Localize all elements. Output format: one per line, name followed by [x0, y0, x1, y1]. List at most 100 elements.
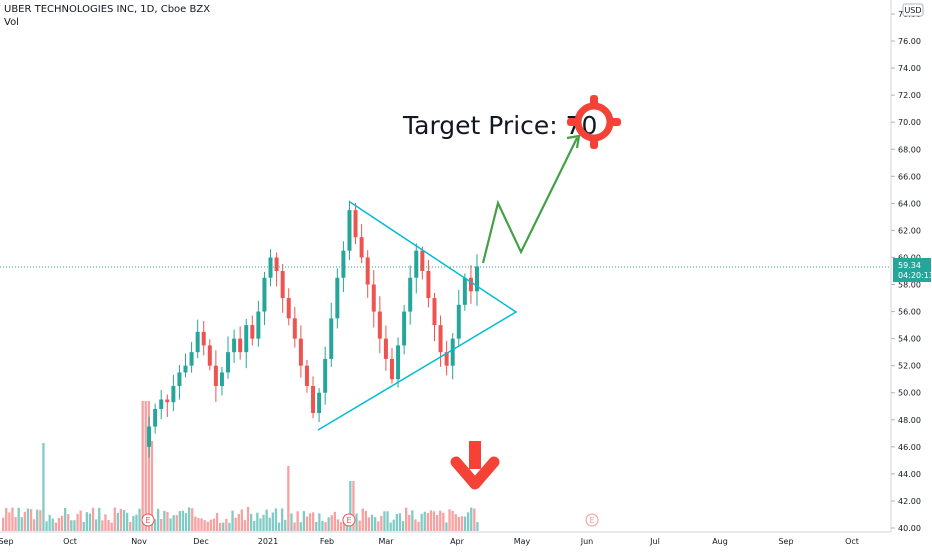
- time-tick-label: Sep: [778, 537, 793, 546]
- volume-bar: [147, 401, 150, 531]
- volume-bar: [265, 509, 268, 531]
- volume-bar: [250, 513, 253, 531]
- volume-bar: [256, 512, 259, 531]
- price-tick-label: 66.00: [898, 172, 921, 181]
- price-tick-label: 52.00: [898, 362, 921, 371]
- volume-bar: [284, 519, 287, 531]
- volume-bar: [135, 514, 138, 531]
- svg-text:04:20:13: 04:20:13: [898, 271, 932, 280]
- candle-body: [147, 426, 152, 447]
- time-tick-label: Oct: [845, 537, 859, 546]
- price-tick-label: 68.00: [898, 145, 921, 154]
- svg-text:E: E: [589, 516, 594, 525]
- earnings-marker[interactable]: E: [141, 513, 155, 527]
- volume-bar: [454, 514, 457, 531]
- candle-body: [311, 385, 316, 414]
- volume-bar: [11, 507, 14, 531]
- down-arrow-icon: [450, 441, 500, 490]
- volume-bar: [395, 513, 398, 531]
- earnings-marker[interactable]: E: [342, 513, 356, 527]
- time-scale[interactable]: Sep Oct Nov Dec 2021 Feb Mar Apr May Jun Jul Aug Sep…: [0, 537, 859, 546]
- volume-bar: [321, 520, 324, 531]
- volume-bar: [305, 516, 309, 531]
- volume-bar: [383, 511, 386, 531]
- volume-bar: [126, 512, 129, 531]
- volume-bar: [215, 513, 219, 531]
- volume-bar: [17, 507, 20, 531]
- volume-bar: [141, 401, 144, 531]
- volume-bar: [181, 510, 185, 531]
- price-tick-label: 40.00: [898, 524, 921, 533]
- triangle-pattern[interactable]: [317, 201, 518, 431]
- target-price-label[interactable]: Target Price: 70: [402, 111, 597, 140]
- earnings-marker-upcoming[interactable]: E: [585, 513, 599, 527]
- volume-bar: [79, 510, 82, 531]
- projection-arrow[interactable]: [481, 137, 578, 264]
- volume-bar: [29, 509, 33, 531]
- time-tick-label: Jun: [580, 537, 594, 546]
- volume-bar: [194, 516, 197, 531]
- volume-bar: [33, 519, 36, 531]
- volume-bar: [463, 516, 467, 531]
- candle-body: [475, 266, 479, 292]
- candle-body: [396, 345, 401, 380]
- volume-bar: [64, 508, 67, 531]
- volume-bar: [225, 518, 228, 531]
- drawings: Target Price: 70: [317, 95, 621, 490]
- volume-bar: [88, 513, 92, 531]
- volume-bar: [222, 522, 225, 531]
- candle-body: [389, 358, 394, 380]
- target-crosshair-icon[interactable]: [567, 95, 621, 149]
- volume-bar: [2, 517, 5, 531]
- volume-bar: [85, 512, 88, 531]
- volume-bar: [228, 522, 231, 531]
- volume-bar: [76, 513, 79, 531]
- volume-bar: [206, 521, 209, 531]
- candle-body: [201, 331, 206, 346]
- volume-bar: [107, 520, 110, 531]
- volume-bar: [82, 521, 85, 531]
- volume-bar: [246, 507, 250, 531]
- volume-bar: [414, 519, 417, 531]
- volume-bar: [439, 510, 442, 531]
- volume-bar: [405, 507, 408, 531]
- volume-bar: [476, 522, 479, 531]
- price-tick-label: 64.00: [898, 199, 921, 208]
- volume-bar: [150, 441, 154, 531]
- time-tick-label: Oct: [63, 537, 77, 546]
- volume-bar: [57, 517, 61, 531]
- candle-body: [341, 250, 346, 278]
- candle-body: [189, 352, 194, 366]
- volume-bar: [445, 522, 448, 531]
- volume-bar: [343, 517, 346, 531]
- svg-text:E: E: [346, 516, 351, 525]
- volume-bar: [457, 516, 460, 531]
- volume-bar: [271, 512, 274, 531]
- volume-bar: [417, 521, 420, 531]
- volume-bar: [172, 515, 175, 531]
- candle-body: [207, 345, 212, 366]
- volume-bar: [166, 511, 169, 531]
- candle-body: [462, 277, 467, 305]
- time-tick-label: Nov: [131, 537, 147, 546]
- volume-bar: [231, 510, 234, 531]
- currency-label[interactable]: USD: [902, 3, 924, 17]
- volume-bar: [473, 508, 476, 531]
- candle-body: [317, 392, 322, 414]
- symbol-title[interactable]: UBER TECHNOLOGIES INC, 1D, Cboe BZX: [4, 4, 211, 15]
- volume-bar: [259, 518, 262, 531]
- volume-bar: [188, 507, 191, 531]
- candle-body: [420, 250, 425, 271]
- volume-bar: [308, 513, 312, 531]
- volume-bar: [42, 443, 45, 531]
- volume-bar: [212, 518, 216, 531]
- candle-body: [274, 257, 279, 271]
- volume-bar: [23, 511, 26, 531]
- volume-bar: [467, 512, 470, 531]
- time-tick-label: May: [514, 537, 531, 546]
- volume-bar: [370, 514, 374, 531]
- candle-body: [444, 352, 449, 366]
- candle-body: [365, 257, 370, 285]
